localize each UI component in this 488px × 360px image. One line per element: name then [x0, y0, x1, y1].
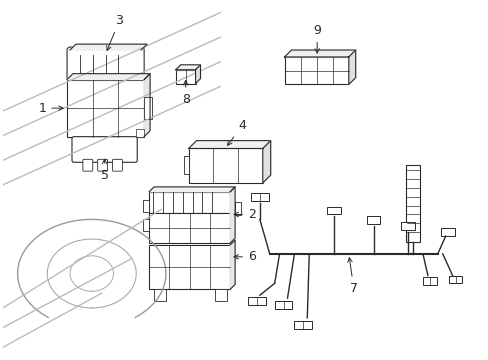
Bar	[400, 222, 414, 230]
Polygon shape	[70, 44, 147, 50]
FancyBboxPatch shape	[98, 159, 107, 171]
Bar	[284, 57, 348, 85]
FancyBboxPatch shape	[67, 47, 144, 81]
Bar	[144, 97, 152, 119]
Polygon shape	[188, 141, 270, 148]
Text: 3: 3	[106, 14, 123, 50]
Polygon shape	[144, 74, 150, 137]
Bar	[149, 245, 230, 289]
Text: 9: 9	[313, 24, 321, 53]
Text: 8: 8	[182, 81, 189, 106]
Bar	[326, 207, 340, 215]
Bar	[247, 297, 265, 305]
Polygon shape	[175, 65, 200, 70]
Bar	[67, 80, 144, 137]
Polygon shape	[230, 240, 235, 289]
Bar	[149, 192, 230, 213]
Bar	[143, 200, 149, 212]
Bar	[262, 156, 267, 174]
Text: 7: 7	[347, 258, 357, 295]
Bar	[215, 289, 227, 301]
Bar	[294, 321, 311, 329]
Polygon shape	[348, 50, 355, 85]
Bar	[154, 289, 165, 301]
Bar	[447, 275, 462, 283]
Bar	[149, 213, 230, 243]
Polygon shape	[284, 50, 355, 57]
Bar	[406, 165, 419, 242]
Bar	[188, 148, 262, 183]
Bar	[183, 156, 188, 174]
Polygon shape	[149, 187, 235, 192]
Text: 2: 2	[234, 208, 255, 221]
Bar	[274, 301, 292, 309]
Bar	[143, 219, 149, 231]
Polygon shape	[67, 74, 150, 80]
FancyBboxPatch shape	[72, 137, 137, 162]
Bar	[422, 278, 436, 285]
FancyBboxPatch shape	[82, 159, 93, 171]
Bar	[440, 228, 454, 236]
Polygon shape	[195, 65, 200, 84]
Bar	[366, 216, 380, 224]
Bar	[250, 193, 268, 201]
Bar	[175, 70, 195, 84]
Polygon shape	[262, 141, 270, 183]
Text: 6: 6	[234, 250, 255, 263]
Text: 1: 1	[38, 102, 63, 114]
Bar	[235, 202, 241, 215]
Bar	[136, 129, 144, 137]
Text: 5: 5	[101, 159, 108, 181]
Text: 4: 4	[227, 120, 245, 145]
Polygon shape	[230, 187, 235, 243]
FancyBboxPatch shape	[112, 159, 122, 171]
